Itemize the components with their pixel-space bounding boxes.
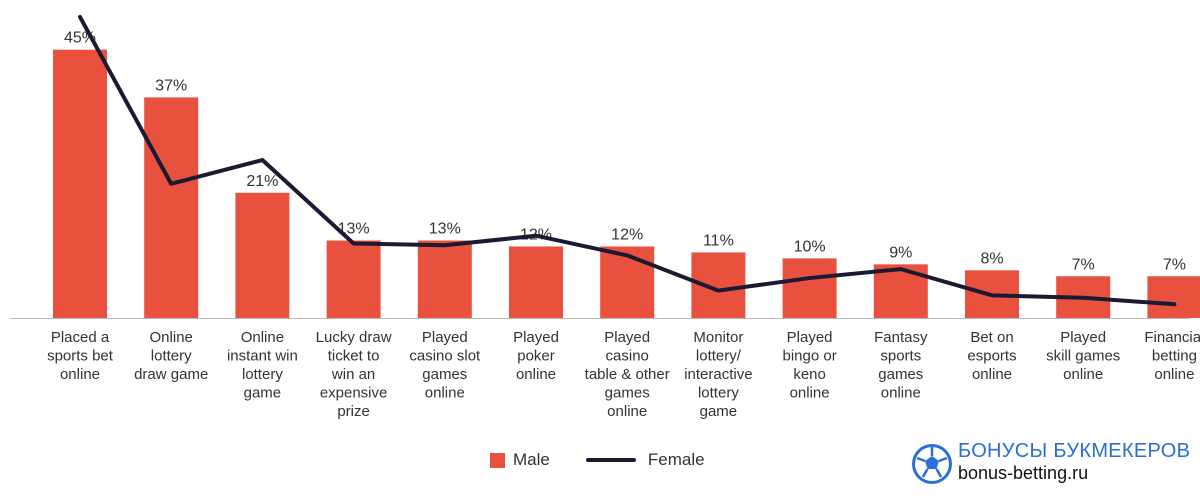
x-tick-label: Monitor lottery/interactive lottery game [684, 329, 752, 420]
data-label: 7% [1072, 256, 1095, 273]
chart: 45%37%21%13% 13% 12% 12% 11% 10% 9% 8% 7% 7%Place… [10, 14, 1200, 420]
watermark-url: bonus-betting.ru [958, 463, 1089, 483]
x-tick-label: Bet on esports online [967, 329, 1016, 383]
data-label: 9% [889, 244, 912, 261]
data-label: 13% [338, 221, 370, 238]
soccer-ball-icon [912, 444, 952, 484]
x-tick-label: Played bingo or keno online [782, 329, 836, 402]
legend: Male Female [490, 450, 705, 470]
bar-male [1147, 276, 1200, 318]
bar-male [326, 240, 381, 318]
x-tick-label: Lucky draw ticket to win an expensive prize [316, 329, 392, 420]
watermark: БОНУСЫ БУКМЕКЕРОВ bonus-betting.ru [910, 438, 1190, 490]
bar-male [509, 246, 563, 318]
data-label: 13% [429, 221, 461, 238]
data-label: 7% [1163, 256, 1186, 273]
legend-female-line [585, 458, 636, 462]
bar-male [782, 258, 837, 318]
x-tick-label: Played skill games online [1046, 329, 1120, 383]
data-label: 11% [703, 232, 734, 249]
bar-male [600, 246, 655, 318]
x-tick-label: Financial betting online [1144, 329, 1200, 383]
x-tick-label: Played poker online [513, 329, 559, 383]
data-label: 37% [155, 77, 187, 94]
legend-female-label: Female [647, 450, 705, 469]
x-tick-label: Played casino table & other games online [585, 329, 670, 420]
x-tick-label: Placed a sports bet online [47, 329, 114, 383]
x-tick-label: Fantasy sports games online [874, 329, 928, 402]
data-label: 10% [794, 238, 826, 255]
x-tick-label: Online instant win lottery game [227, 329, 298, 402]
data-label: 12% [611, 226, 643, 243]
line-female [78, 14, 1177, 307]
watermark-title: БОНУСЫ БУКМЕКЕРОВ [958, 440, 1191, 462]
bar-male [53, 49, 107, 318]
bar-male [417, 240, 472, 318]
x-tick-label: Online lottery draw game [134, 329, 208, 383]
data-label: 21% [246, 173, 278, 190]
legend-male-label: Male [513, 450, 550, 469]
x-tick-label: Played casino slot games online [409, 329, 481, 402]
bar-male [235, 192, 290, 318]
legend-male-swatch [490, 452, 505, 468]
data-label: 8% [980, 250, 1003, 267]
bar-male [144, 97, 199, 318]
